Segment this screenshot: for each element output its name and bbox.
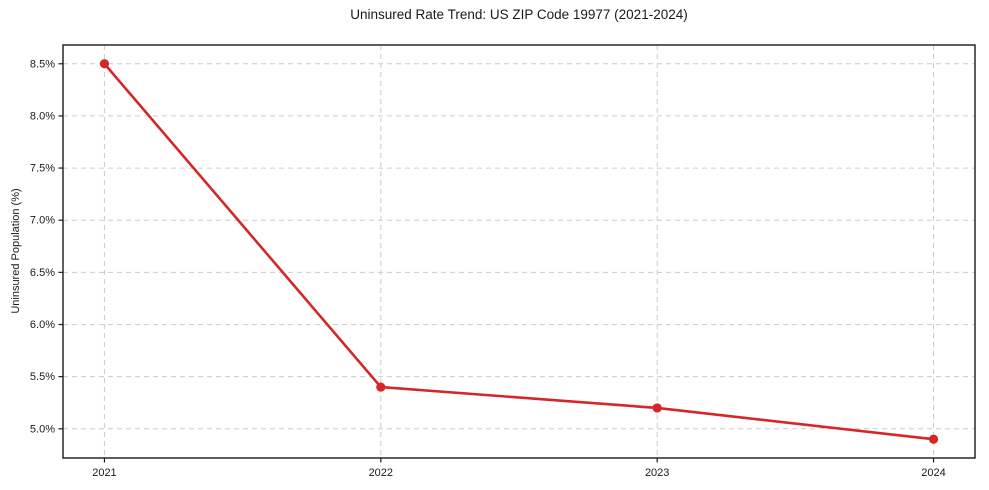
data-point-marker <box>652 403 662 413</box>
data-point-marker <box>376 382 386 392</box>
y-tick-label: 7.0% <box>30 215 55 227</box>
y-tick-label: 6.5% <box>30 267 55 279</box>
x-tick-label: 2021 <box>92 467 116 479</box>
x-tick-label: 2024 <box>921 467 945 479</box>
x-tick-label: 2022 <box>369 467 393 479</box>
y-axis-title: Uninsured Population (%) <box>10 188 22 314</box>
chart-title: Uninsured Rate Trend: US ZIP Code 19977 … <box>350 7 688 22</box>
plot-border <box>62 44 976 459</box>
x-tick-label: 2023 <box>645 467 669 479</box>
y-tick-label: 5.5% <box>30 371 55 383</box>
y-tick-label: 7.5% <box>30 163 55 175</box>
data-point-marker <box>99 59 110 69</box>
trend-line <box>103 62 935 441</box>
y-tick-label: 8.0% <box>30 110 55 122</box>
y-tick-label: 8.5% <box>30 58 55 70</box>
y-tick-label: 6.0% <box>30 319 55 331</box>
y-tick-label: 5.0% <box>30 423 55 435</box>
data-point-marker <box>928 434 939 444</box>
